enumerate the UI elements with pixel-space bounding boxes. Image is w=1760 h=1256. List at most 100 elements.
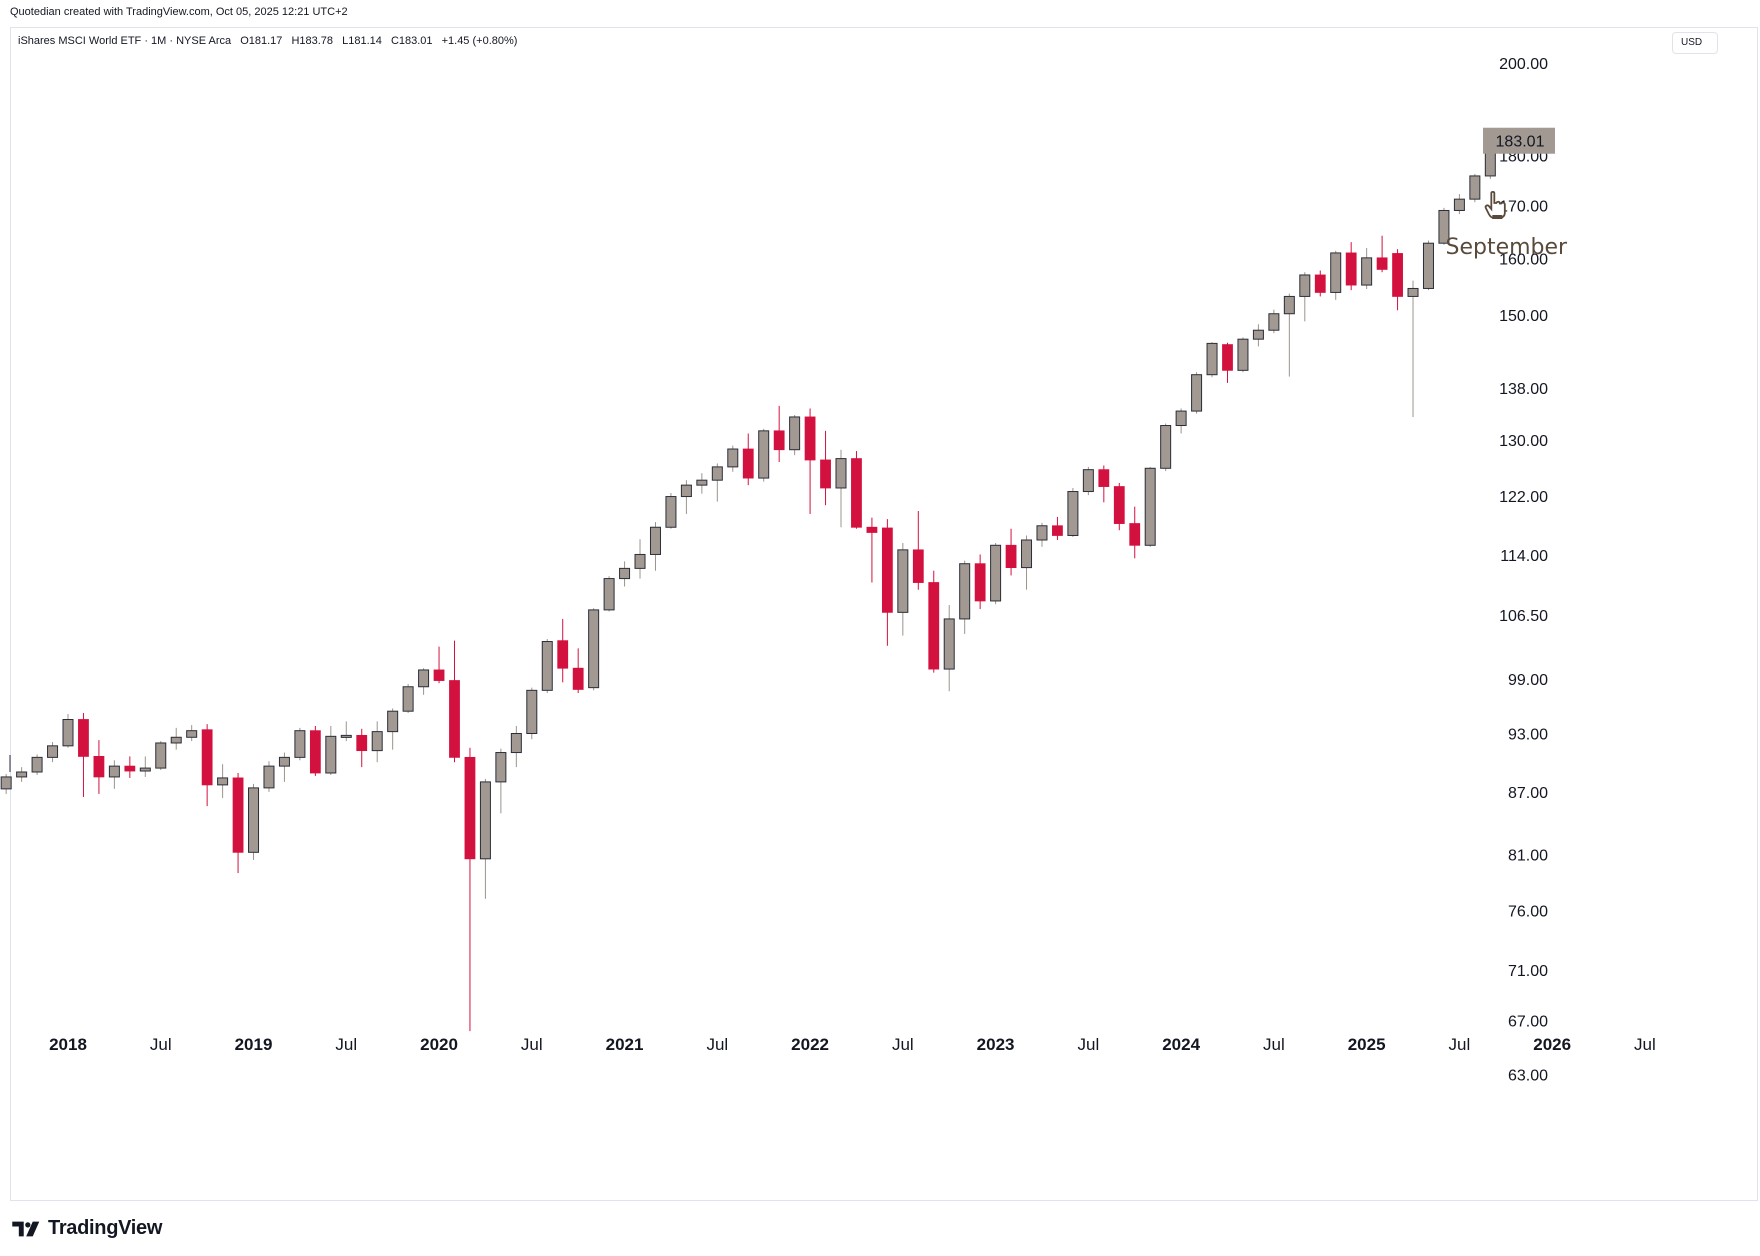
candle-2021-02[interactable] xyxy=(634,539,646,579)
candle-2024-08[interactable] xyxy=(1283,293,1295,377)
candle-2025-08[interactable] xyxy=(1469,173,1481,203)
candle-2023-12[interactable] xyxy=(1160,423,1172,472)
candle-2022-01[interactable] xyxy=(804,408,816,514)
candle-2021-01[interactable] xyxy=(619,561,631,587)
candle-2018-01[interactable] xyxy=(62,713,74,748)
candle-2019-03[interactable] xyxy=(278,752,290,782)
candle-2024-07[interactable] xyxy=(1268,309,1280,334)
candle-2022-12[interactable] xyxy=(974,554,986,610)
candle-2024-05[interactable] xyxy=(1237,337,1249,373)
candle-2024-01[interactable] xyxy=(1175,408,1187,434)
candle-2020-01[interactable] xyxy=(433,646,445,684)
candle-2024-06[interactable] xyxy=(1252,324,1264,347)
candle-2022-11[interactable] xyxy=(959,560,971,634)
candle-2017-10[interactable] xyxy=(16,767,28,782)
currency-button[interactable]: USD xyxy=(1672,32,1718,54)
candle-2024-09[interactable] xyxy=(1299,272,1311,322)
candle-2020-09[interactable] xyxy=(557,618,569,683)
candle-2023-05[interactable] xyxy=(1052,516,1063,540)
candle-2023-06[interactable] xyxy=(1067,487,1079,537)
candle-2019-01[interactable] xyxy=(248,783,260,860)
candle-2025-06[interactable] xyxy=(1438,207,1450,245)
candle-2023-11[interactable] xyxy=(1144,466,1156,547)
candle-2020-04[interactable] xyxy=(479,778,491,899)
candle-2025-07[interactable] xyxy=(1453,194,1465,215)
candle-2019-04[interactable] xyxy=(294,727,306,761)
candle-2019-10[interactable] xyxy=(387,708,399,750)
candle-2018-04[interactable] xyxy=(108,760,120,789)
time-axis[interactable]: 2018 Jul 2019 Jul 2020 Jul 2021 Jul 2022 Jul 2023 J… xyxy=(49,1035,1656,1054)
candle-2019-09[interactable] xyxy=(371,721,383,763)
candle-2019-06[interactable] xyxy=(325,726,337,775)
candle-2021-09[interactable] xyxy=(742,433,754,486)
candle-2018-02[interactable] xyxy=(78,713,89,797)
candle-2023-01[interactable] xyxy=(990,543,1002,605)
candle-2025-03[interactable] xyxy=(1392,249,1403,311)
candle-2022-10[interactable] xyxy=(943,605,955,692)
candle-2021-03[interactable] xyxy=(649,522,661,571)
candle-2021-07[interactable] xyxy=(711,463,723,502)
candle-2019-12[interactable] xyxy=(418,668,430,695)
candle-2021-05[interactable] xyxy=(680,480,692,514)
candle-2020-05[interactable] xyxy=(495,748,507,814)
candle-2022-02[interactable] xyxy=(820,430,831,506)
candle-2019-11[interactable] xyxy=(402,684,414,714)
candle-2020-08[interactable] xyxy=(541,638,553,694)
candle-2018-08[interactable] xyxy=(170,727,182,750)
candle-2020-06[interactable] xyxy=(510,726,522,768)
candle-2020-11[interactable] xyxy=(588,608,600,691)
candle-2019-07[interactable] xyxy=(340,721,352,742)
candle-2023-10[interactable] xyxy=(1129,506,1141,559)
candle-2019-08[interactable] xyxy=(356,728,368,768)
candle-2023-03[interactable] xyxy=(1021,535,1033,590)
candle-2024-11[interactable] xyxy=(1330,250,1342,300)
candle-2024-03[interactable] xyxy=(1206,342,1218,378)
price-axis[interactable]: 63.00 67.00 71.00 76.00 81.00 87.00 93.00 99.00… xyxy=(1483,56,1555,1085)
candle-2018-05[interactable] xyxy=(124,756,136,778)
candle-2021-08[interactable] xyxy=(727,445,739,472)
candle-2020-07[interactable] xyxy=(526,687,538,740)
candle-2021-10[interactable] xyxy=(758,428,770,482)
candle-2020-10[interactable] xyxy=(572,648,584,694)
candle-2022-05[interactable] xyxy=(866,517,878,583)
candle-2022-07[interactable] xyxy=(897,543,909,636)
candle-2022-06[interactable] xyxy=(881,519,893,646)
candle-2021-06[interactable] xyxy=(696,473,708,494)
candle-2021-12[interactable] xyxy=(789,414,801,456)
candle-2021-04[interactable] xyxy=(665,492,677,529)
candle-2024-12[interactable] xyxy=(1345,242,1357,291)
candle-2023-04[interactable] xyxy=(1036,522,1048,547)
candle-2025-05[interactable] xyxy=(1422,240,1434,291)
candle-2018-03[interactable] xyxy=(93,740,105,794)
candle-2018-06[interactable] xyxy=(139,756,151,777)
candle-2020-02[interactable] xyxy=(449,640,460,763)
candle-2024-04[interactable] xyxy=(1222,342,1233,383)
legend-symbol[interactable]: iShares MSCI World ETF · 1M · NYSE Arca xyxy=(18,35,232,47)
candle-2018-11[interactable] xyxy=(217,764,229,798)
candle-2019-05[interactable] xyxy=(309,726,321,776)
candle-2022-08[interactable] xyxy=(912,511,924,590)
candle-2018-07[interactable] xyxy=(155,741,167,771)
candle-2025-04[interactable] xyxy=(1407,280,1419,417)
candle-2023-07[interactable] xyxy=(1082,466,1094,496)
candle-2023-02[interactable] xyxy=(1005,528,1017,576)
candle-2024-02[interactable] xyxy=(1191,372,1203,414)
candle-2021-11[interactable] xyxy=(773,405,785,463)
candle-2018-09[interactable] xyxy=(186,725,198,742)
candle-2022-03[interactable] xyxy=(835,449,847,528)
annotation-label[interactable]: September xyxy=(1446,235,1569,260)
candle-2025-01[interactable] xyxy=(1361,248,1373,290)
candle-2023-09[interactable] xyxy=(1113,483,1125,531)
candle-2017-11[interactable] xyxy=(31,754,43,775)
candle-2017-09[interactable] xyxy=(0,773,12,794)
candle-2025-02[interactable] xyxy=(1376,235,1388,273)
candle-2020-03[interactable] xyxy=(464,747,476,1032)
candle-2024-10[interactable] xyxy=(1314,270,1326,297)
candle-2018-10[interactable] xyxy=(201,724,213,807)
tradingview-logo[interactable]: TradingView xyxy=(12,1217,162,1240)
candle-2022-04[interactable] xyxy=(851,451,862,529)
candle-2018-12[interactable] xyxy=(232,772,244,874)
candle-2020-12[interactable] xyxy=(603,576,615,612)
candle-2017-12[interactable] xyxy=(47,742,59,763)
